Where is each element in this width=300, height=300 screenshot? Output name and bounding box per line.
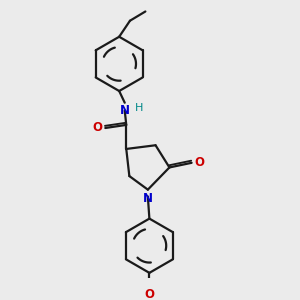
Text: N: N: [143, 192, 153, 205]
Text: O: O: [92, 122, 102, 134]
Text: O: O: [195, 156, 205, 169]
Text: H: H: [135, 103, 143, 113]
Text: N: N: [120, 104, 130, 117]
Text: O: O: [144, 288, 154, 300]
